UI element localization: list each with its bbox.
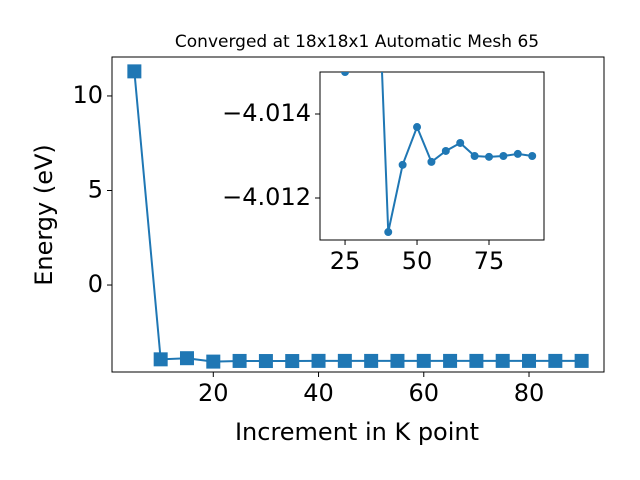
marker [390,353,405,368]
y-tick-label: 10 [72,81,103,109]
marker [311,353,326,368]
x-tick-label: 40 [303,379,334,407]
marker [153,352,168,367]
marker [528,152,537,160]
marker [443,353,458,368]
plot-area [319,71,545,241]
marker [364,353,379,368]
marker [416,353,431,368]
marker [495,353,510,368]
marker [337,353,352,368]
chart-title: Converged at 18x18x1 Automatic Mesh 65 [175,32,539,52]
marker [285,354,300,369]
marker [206,354,221,369]
x-tick-label: 80 [514,379,545,407]
marker [232,353,247,368]
marker [441,146,450,155]
x-tick-label: 50 [402,247,433,275]
marker [548,353,563,368]
marker [499,152,508,160]
marker [258,354,273,369]
x-tick-label: 60 [409,379,440,407]
marker [384,228,393,237]
y-tick-label: −4.012 [222,183,311,211]
marker [513,149,522,158]
x-tick-label: 25 [330,247,361,275]
marker [470,152,479,160]
y-tick-label: 5 [88,175,103,203]
marker [341,72,350,76]
marker [522,353,537,368]
marker [469,353,484,368]
y-axis-label: Energy (eV) [30,144,58,286]
x-axis-label: Increment in K point [235,418,479,446]
marker [574,353,589,368]
y-tick-label: −4.014 [222,99,311,127]
marker [127,64,142,79]
y-tick-label: 0 [88,270,103,298]
marker [485,152,494,161]
x-tick-label: 75 [474,247,505,275]
marker [413,123,422,132]
marker [427,157,436,166]
marker [398,160,407,169]
marker [179,351,194,366]
series [127,64,589,369]
marker [456,138,465,147]
series [341,72,537,237]
x-tick-label: 20 [198,379,229,407]
